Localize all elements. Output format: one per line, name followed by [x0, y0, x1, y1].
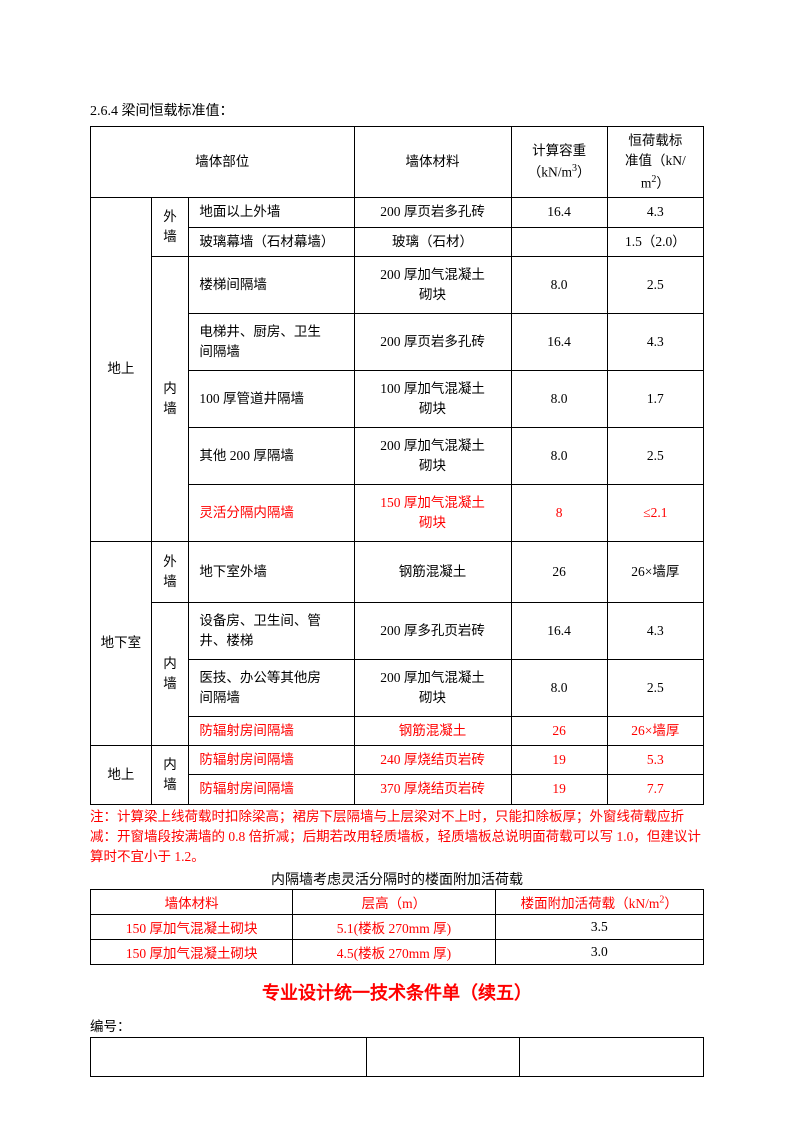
cell-load: 4.3: [607, 313, 703, 370]
cell-weight: 26: [511, 716, 607, 745]
cell-weight: 16.4: [511, 313, 607, 370]
cell-load: 4.3: [607, 198, 703, 227]
cell-desc: 其他 200 厚隔墙: [189, 427, 354, 484]
extra-load-table: 墙体材料 层高（m） 楼面附加活荷载（kN/m2） 150 厚加气混凝土砌块 5…: [90, 889, 704, 965]
cell-desc: 医技、办公等其他房间隔墙: [189, 659, 354, 716]
cell-material: 150 厚加气混凝土砌块: [354, 484, 511, 541]
cell-load: 4.3: [607, 602, 703, 659]
cell-material: 200 厚加气混凝土砌块: [354, 427, 511, 484]
header-row: 墙体材料 层高（m） 楼面附加活荷载（kN/m2）: [91, 890, 704, 915]
empty-cell: [91, 1038, 367, 1077]
cell-load: 2.5: [607, 427, 703, 484]
cell-weight: 19: [511, 746, 607, 775]
cell-height: 5.1(楼板 270mm 厚): [293, 915, 495, 940]
cell-material: 240 厚烧结页岩砖: [354, 746, 511, 775]
cell-desc: 地下室外墙: [189, 541, 354, 602]
inner-wall-label: 内墙: [151, 746, 189, 805]
cell-desc: 灵活分隔内隔墙: [189, 484, 354, 541]
cell-weight: 16.4: [511, 602, 607, 659]
cell-weight: 19: [511, 775, 607, 804]
table-row: 地上 内墙 防辐射房间隔墙 240 厚烧结页岩砖 19 5.3: [91, 746, 704, 775]
subtitle: 内隔墙考虑灵活分隔时的楼面附加活荷载: [90, 869, 704, 889]
table-row: 地上 外墙 地面以上外墙 200 厚页岩多孔砖 16.4 4.3: [91, 198, 704, 227]
cell-desc: 防辐射房间隔墙: [189, 775, 354, 804]
table-row: 地下室 外墙 地下室外墙 钢筋混凝土 26 26×墙厚: [91, 541, 704, 602]
cell-material: 200 厚多孔页岩砖: [354, 602, 511, 659]
empty-cell: [520, 1038, 704, 1077]
cell-material: 玻璃（石材）: [354, 227, 511, 256]
cell-load: 1.7: [607, 370, 703, 427]
header-dead-load: 恒荷载标准值（kN/m2）: [607, 127, 703, 198]
empty-cell: [366, 1038, 519, 1077]
table-row: 内墙 楼梯间隔墙 200 厚加气混凝土砌块 8.0 2.5: [91, 256, 704, 313]
cell-weight: 8.0: [511, 427, 607, 484]
cell-desc: 100 厚管道井隔墙: [189, 370, 354, 427]
table-row: [91, 1038, 704, 1077]
header-extra-load: 楼面附加活荷载（kN/m2）: [495, 890, 703, 915]
note-text: 注：计算梁上线荷载时扣除梁高；裙房下层隔墙与上层梁对不上时，只能扣除板厚；外窗线…: [90, 807, 704, 868]
cell-load: 26×墙厚: [607, 541, 703, 602]
cell-desc: 玻璃幕墙（石材幕墙）: [189, 227, 354, 256]
group-above: 地上: [91, 746, 152, 805]
cell-load: 2.5: [607, 256, 703, 313]
bianhao-label: 编号：: [90, 1015, 704, 1035]
table-row: 150 厚加气混凝土砌块 4.5(楼板 270mm 厚) 3.0: [91, 940, 704, 965]
header-material: 墙体材料: [91, 890, 293, 915]
cell-weight: 26: [511, 541, 607, 602]
cell-weight: 8.0: [511, 370, 607, 427]
cell-material: 100 厚加气混凝土砌块: [354, 370, 511, 427]
table-row: 150 厚加气混凝土砌块 5.1(楼板 270mm 厚) 3.5: [91, 915, 704, 940]
cell-load: ≤2.1: [607, 484, 703, 541]
cell-desc: 防辐射房间隔墙: [189, 746, 354, 775]
cell-material: 200 厚加气混凝土砌块: [354, 659, 511, 716]
group-above: 地上: [91, 198, 152, 542]
cell-load: 7.7: [607, 775, 703, 804]
cell-load: 26×墙厚: [607, 716, 703, 745]
cell-weight: 16.4: [511, 198, 607, 227]
empty-form-table: [90, 1037, 704, 1077]
header-row: 墙体部位 墙体材料 计算容重（kN/m3） 恒荷载标准值（kN/m2）: [91, 127, 704, 198]
cell-load: 1.5（2.0）: [607, 227, 703, 256]
cell-material: 钢筋混凝土: [354, 541, 511, 602]
cell-weight: 8.0: [511, 659, 607, 716]
cell-load: 2.5: [607, 659, 703, 716]
table-row: 内墙 设备房、卫生间、管井、楼梯 200 厚多孔页岩砖 16.4 4.3: [91, 602, 704, 659]
cell-material: 150 厚加气混凝土砌块: [91, 940, 293, 965]
header-height: 层高（m）: [293, 890, 495, 915]
cell-height: 4.5(楼板 270mm 厚): [293, 940, 495, 965]
cell-material: 150 厚加气混凝土砌块: [91, 915, 293, 940]
main-load-table: 墙体部位 墙体材料 计算容重（kN/m3） 恒荷载标准值（kN/m2） 地上 外…: [90, 126, 704, 805]
cell-material: 钢筋混凝土: [354, 716, 511, 745]
section-number: 2.6.4 梁间恒载标准值：: [90, 100, 704, 120]
cell-material: 370 厚烧结页岩砖: [354, 775, 511, 804]
cell-desc: 设备房、卫生间、管井、楼梯: [189, 602, 354, 659]
cell-weight: 8: [511, 484, 607, 541]
cell-desc: 电梯井、厨房、卫生间隔墙: [189, 313, 354, 370]
cell-weight: 8.0: [511, 256, 607, 313]
outer-wall-label: 外墙: [151, 541, 189, 602]
outer-wall-label: 外墙: [151, 198, 189, 257]
header-wall-material: 墙体材料: [354, 127, 511, 198]
inner-wall-label: 内墙: [151, 602, 189, 745]
cell-desc: 地面以上外墙: [189, 198, 354, 227]
continuation-title: 专业设计统一技术条件单（续五）: [90, 979, 704, 1005]
cell-material: 200 厚页岩多孔砖: [354, 198, 511, 227]
cell-load: 5.3: [607, 746, 703, 775]
cell-weight: [511, 227, 607, 256]
header-wall-position: 墙体部位: [91, 127, 355, 198]
cell-desc: 防辐射房间隔墙: [189, 716, 354, 745]
cell-material: 200 厚加气混凝土砌块: [354, 256, 511, 313]
inner-wall-label: 内墙: [151, 256, 189, 541]
group-basement: 地下室: [91, 541, 152, 745]
cell-load: 3.5: [495, 915, 703, 940]
cell-material: 200 厚页岩多孔砖: [354, 313, 511, 370]
cell-desc: 楼梯间隔墙: [189, 256, 354, 313]
header-calc-weight: 计算容重（kN/m3）: [511, 127, 607, 198]
cell-load: 3.0: [495, 940, 703, 965]
